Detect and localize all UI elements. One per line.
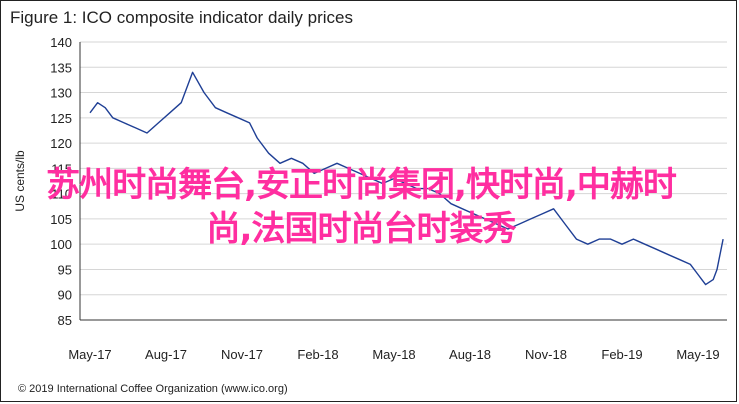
y-tick-label: 110 bbox=[51, 187, 72, 202]
x-tick-label: Nov-17 bbox=[221, 347, 263, 362]
y-tick-label: 120 bbox=[50, 136, 72, 151]
x-tick-label: May-19 bbox=[676, 347, 719, 362]
y-tick-labels: 85 90 95 100 105 110 115 120 125 130 135 140 bbox=[50, 35, 72, 328]
copyright-footer: © 2019 International Coffee Organization… bbox=[18, 383, 288, 395]
x-tick-label: Aug-18 bbox=[449, 347, 491, 362]
series-line-0 bbox=[89, 71, 724, 286]
y-tick-label: 100 bbox=[50, 237, 72, 252]
y-tick-label: 140 bbox=[50, 35, 72, 50]
y-axis-label: US cents/lb bbox=[13, 150, 27, 212]
series-lines bbox=[89, 71, 724, 286]
y-tick-label: 135 bbox=[50, 60, 72, 75]
y-tick-label: 90 bbox=[58, 288, 72, 303]
x-tick-label: May-18 bbox=[372, 347, 415, 362]
y-tick-label: 85 bbox=[58, 313, 72, 328]
chart-title: Figure 1: ICO composite indicator daily … bbox=[10, 8, 353, 27]
y-tick-label: 125 bbox=[50, 111, 72, 126]
x-tick-label: Nov-18 bbox=[525, 347, 567, 362]
watermark-overlay-text: 苏州时尚舞台,安正时尚集团,快时尚,中赫时尚,法国时尚台时装秀 bbox=[46, 165, 677, 249]
x-tick-label: Aug-17 bbox=[145, 347, 187, 362]
y-tick-label: 95 bbox=[58, 262, 72, 277]
y-tick-label: 105 bbox=[50, 212, 72, 227]
grid-lines bbox=[80, 41, 727, 296]
x-tick-label: Feb-19 bbox=[601, 347, 642, 362]
x-tick-label: Feb-18 bbox=[297, 347, 338, 362]
axes bbox=[79, 42, 727, 321]
y-tick-label: 130 bbox=[50, 86, 72, 101]
x-tick-label: May-17 bbox=[68, 347, 111, 362]
y-tick-label: 115 bbox=[51, 161, 72, 176]
x-tick-labels: May-17 Aug-17 Nov-17 Feb-18 May-18 Aug-18 Nov-… bbox=[68, 347, 719, 362]
